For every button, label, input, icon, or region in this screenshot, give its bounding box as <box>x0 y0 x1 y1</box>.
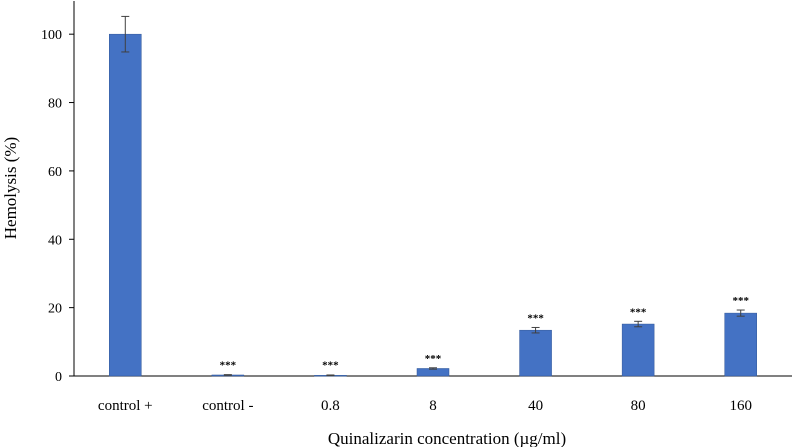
x-category-label: control - <box>202 398 253 414</box>
x-category-label: 0.8 <box>321 398 340 414</box>
significance-label: *** <box>732 295 749 307</box>
x-category-label: control + <box>98 398 153 414</box>
y-tick-label: 40 <box>48 233 62 248</box>
x-category-label: 40 <box>528 398 543 414</box>
x-category-label: 8 <box>429 398 437 414</box>
significance-label: *** <box>220 359 237 371</box>
y-tick-label: 20 <box>48 302 62 317</box>
y-tick-label: 60 <box>48 165 62 180</box>
bar <box>519 329 552 377</box>
x-category-label: 160 <box>729 398 752 414</box>
significance-label: *** <box>630 306 647 318</box>
y-tick-label: 100 <box>41 28 62 43</box>
x-category-label: 80 <box>631 398 646 414</box>
bar <box>724 312 757 377</box>
y-tick-label: 80 <box>48 97 62 112</box>
significance-label: *** <box>322 360 339 372</box>
significance-label: *** <box>425 353 442 365</box>
y-axis-title: Hemolysis (%) <box>1 137 20 239</box>
bar <box>109 33 142 377</box>
y-tick-label: 0 <box>55 370 62 385</box>
x-axis-title: Quinalizarin concentration (µg/ml) <box>328 429 566 447</box>
bar <box>621 323 655 377</box>
plot-area: 0 20 40 60 80 100 control + *** control - *** 0.8 *… <box>41 1 792 414</box>
significance-label: *** <box>527 312 544 324</box>
